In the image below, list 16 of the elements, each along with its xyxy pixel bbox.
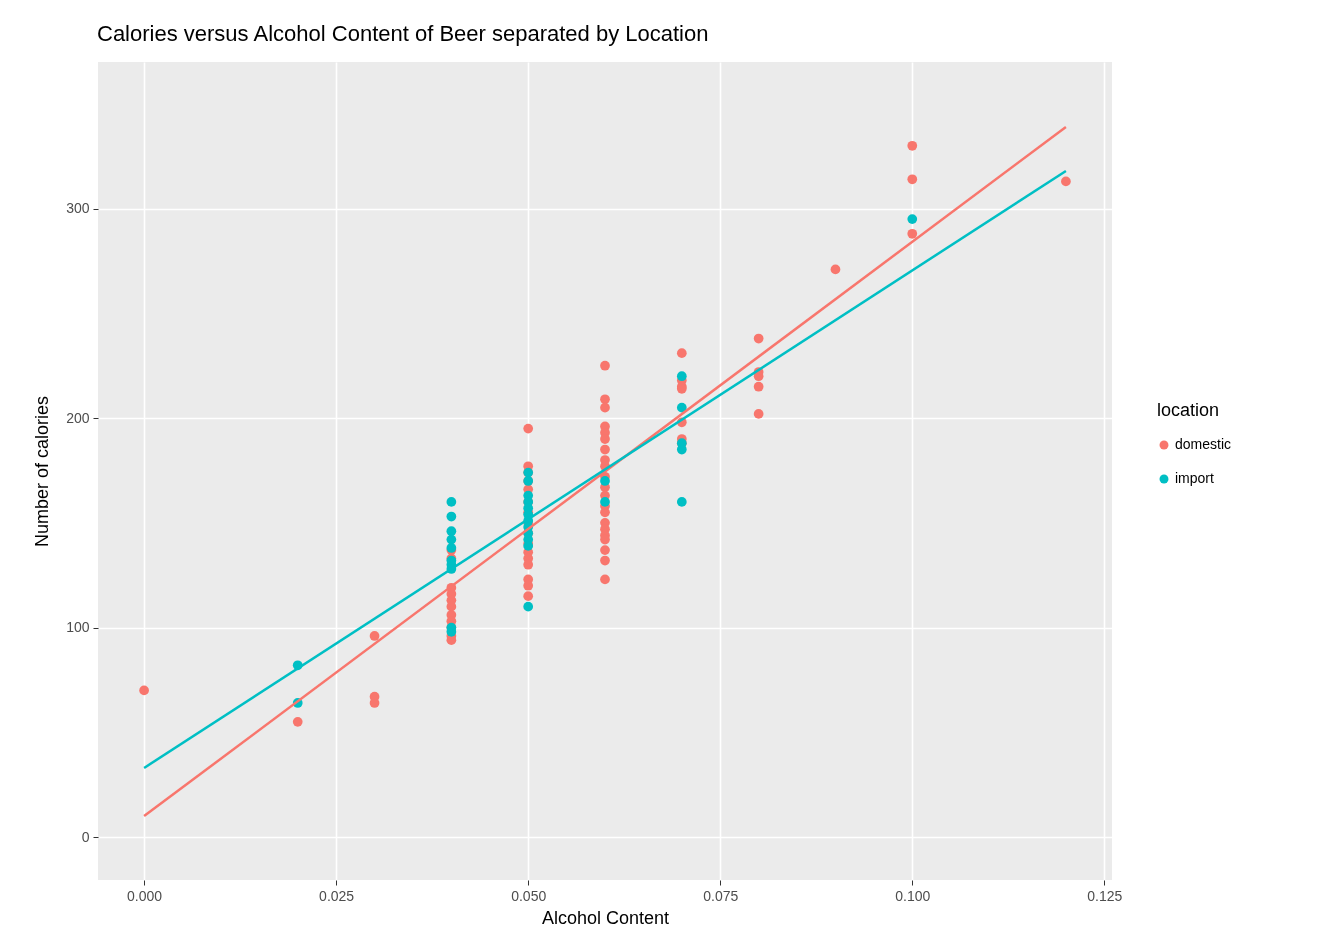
x-tick-label: 0.050 [511, 887, 547, 904]
chart-title: Calories versus Alcohol Content of Beer separated by Location [97, 21, 709, 46]
x-tick-label: 0.075 [703, 887, 739, 904]
legend-label: domestic [1175, 436, 1232, 452]
y-tick-label: 0 [81, 828, 90, 845]
x-tick-label: 0.025 [319, 887, 355, 904]
x-tick-label: 0.125 [1087, 887, 1123, 904]
x-axis-title: Alcohol Content [541, 907, 670, 928]
x-tick-label: 0.100 [895, 887, 931, 904]
y-tick-label: 100 [66, 619, 90, 636]
y-tick-label: 200 [66, 409, 90, 426]
legend-label: import [1175, 470, 1215, 486]
y-tick-label: 300 [66, 200, 90, 217]
legend-title: location [1157, 400, 1220, 420]
x-tick-label: 0.000 [127, 887, 163, 904]
y-axis-title: Number of calories [32, 395, 53, 548]
